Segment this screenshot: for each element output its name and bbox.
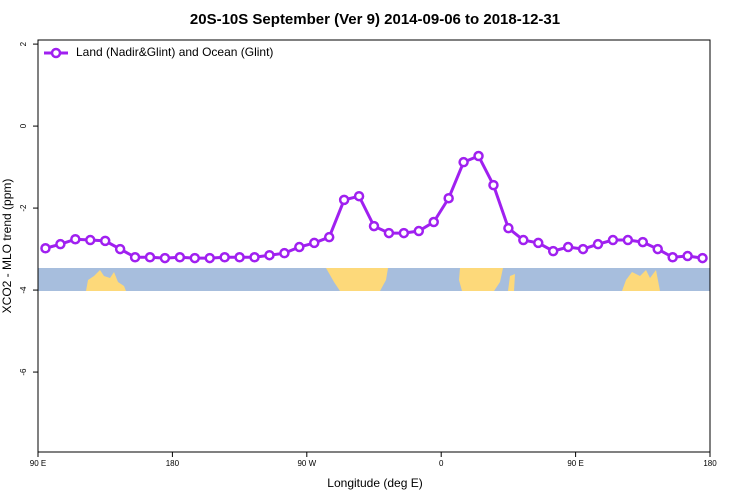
point [383,227,395,239]
point [413,225,425,237]
x-axis-label: Longitude (deg E) [327,476,422,490]
point [518,234,529,246]
land-ocean-strip [38,268,710,291]
x-tick-label: 0 [439,459,444,468]
point [204,252,215,264]
point [637,236,649,248]
point [622,234,634,246]
point [353,190,365,202]
x-tick-label: 180 [703,459,717,468]
legend-marker [50,47,62,59]
point [398,227,410,239]
point [607,234,619,246]
point [249,252,260,263]
point [114,243,126,255]
point [428,216,439,228]
y-axis-label: XCO2 - MLO trend (ppm) [0,179,14,314]
x-tick-label: 180 [166,459,180,468]
point [443,192,454,204]
point [592,238,604,250]
point [129,252,141,263]
series-line [45,154,703,260]
point [85,234,96,246]
point [323,231,335,243]
x-tick-label: 90 E [567,459,583,468]
x-tick-label: 90 E [30,459,46,468]
y-tick-label: 0 [19,123,28,128]
point [473,150,484,162]
x-tick-label: 90 W [297,459,316,468]
y-tick-label: -2 [19,204,28,212]
point [70,233,81,245]
y-tick-label: -4 [19,286,28,294]
point [338,194,350,206]
point [40,243,51,254]
point [55,238,66,250]
point [697,252,708,264]
point [562,241,574,253]
point [368,220,380,232]
point [234,252,245,263]
point [279,247,290,259]
point [264,249,275,261]
point [488,179,499,191]
point [577,243,589,255]
y-tick-label: -6 [19,368,28,376]
point [547,245,559,257]
point [144,252,156,263]
point [99,235,111,247]
chart-title: 20S-10S September (Ver 9) 2014-09-06 to … [190,11,560,28]
point [159,252,171,264]
point [682,250,693,262]
point [503,222,514,234]
point [309,237,320,249]
legend-label: Land (Nadir&Glint) and Ocean (Glint) [76,45,273,59]
plot-frame [37,39,711,453]
point [533,237,544,249]
point [667,252,678,263]
point [458,156,469,168]
point [652,243,663,255]
point [294,241,305,253]
y-tick-label: 2 [19,41,28,46]
point [189,252,201,264]
point [219,252,230,263]
point [174,252,186,263]
